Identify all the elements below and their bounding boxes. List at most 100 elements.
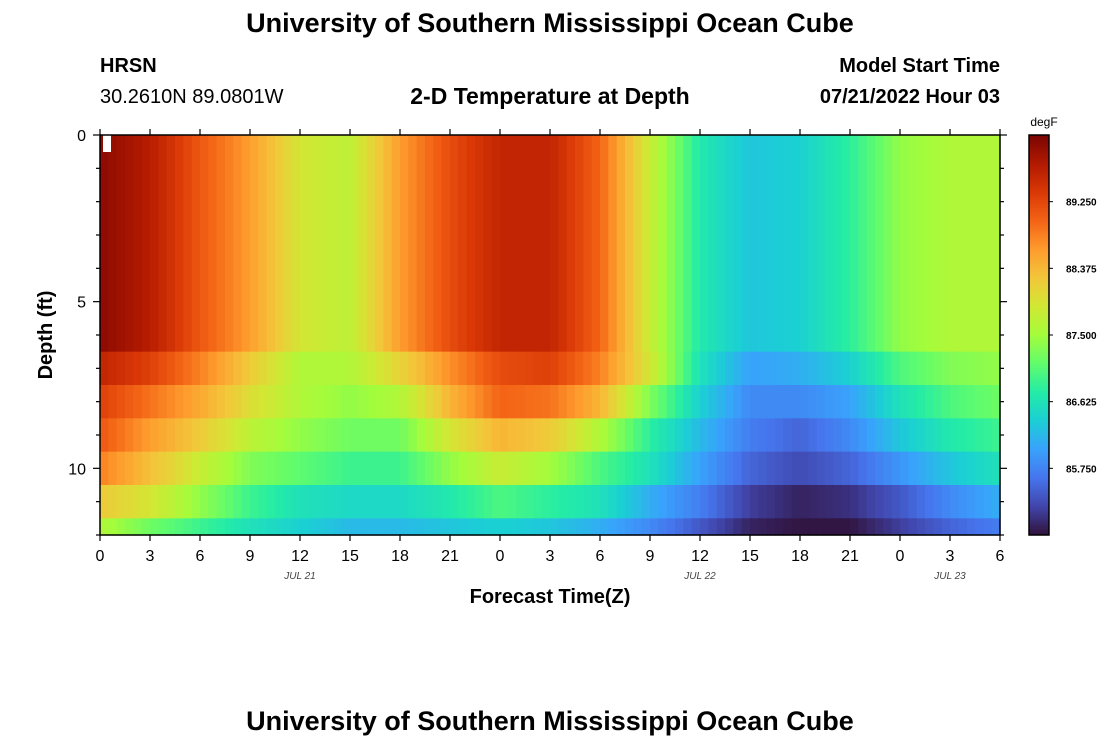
heatmap-cell <box>675 451 684 486</box>
heatmap-cell <box>516 485 526 519</box>
heatmap-cell <box>591 351 601 386</box>
x-tick-label: 21 <box>841 548 859 565</box>
heatmap-cell <box>400 418 409 453</box>
heatmap-cell <box>908 485 918 519</box>
heatmap-cell <box>883 135 893 353</box>
heatmap-cell <box>166 418 176 453</box>
heatmap-cell <box>141 485 151 519</box>
heatmap-cell <box>616 351 626 386</box>
heatmap-cell <box>508 385 518 419</box>
heatmap-cell <box>808 385 818 419</box>
heatmap-cell <box>875 518 884 536</box>
heatmap-cell <box>300 351 309 386</box>
heatmap-cell <box>633 518 643 536</box>
heatmap-cell <box>358 451 368 486</box>
heatmap-cell <box>691 385 701 419</box>
heatmap-cell <box>700 135 709 353</box>
heatmap-cell <box>700 385 709 419</box>
heatmap-cell <box>725 451 734 486</box>
heatmap-cell <box>325 451 334 486</box>
heatmap-cell <box>466 385 476 419</box>
heatmap-cell <box>416 351 426 386</box>
heatmap-cell <box>825 451 834 486</box>
heatmap-cell <box>408 385 418 419</box>
heatmap-cell <box>291 351 301 386</box>
heatmap-cell <box>458 418 468 453</box>
heatmap-cell <box>616 418 626 453</box>
heatmap-cell <box>783 485 793 519</box>
heatmap-cell <box>458 451 468 486</box>
colorbar-tick-label: 87.500 <box>1066 331 1097 342</box>
heatmap-cell <box>825 518 834 536</box>
heatmap-cell <box>825 385 834 419</box>
heatmap-cell <box>775 418 784 453</box>
heatmap-cell <box>575 351 584 386</box>
heatmap-cell <box>925 451 934 486</box>
heatmap-cell <box>700 451 709 486</box>
colorbar-tick-label: 85.750 <box>1066 464 1097 475</box>
heatmap-cell <box>966 518 976 536</box>
heatmap-cell <box>625 518 634 536</box>
heatmap-cell <box>383 518 393 536</box>
heatmap-cell <box>941 451 951 486</box>
x-tick-label: 21 <box>441 548 459 565</box>
heatmap-cell <box>241 385 251 419</box>
heatmap-cell <box>641 135 651 353</box>
heatmap-cell <box>208 385 218 419</box>
heatmap-cell <box>566 418 576 453</box>
heatmap-cell <box>466 418 476 453</box>
heatmap-cell <box>250 451 259 486</box>
heatmap-cell <box>583 518 593 536</box>
heatmap-cell <box>766 485 776 519</box>
heatmap-cell <box>150 418 159 453</box>
heatmap-cell <box>775 351 784 386</box>
heatmap-cell <box>550 485 559 519</box>
heatmap-cell <box>291 518 301 536</box>
heatmap-cell <box>466 451 476 486</box>
heatmap-cell <box>608 451 618 486</box>
heatmap-cell <box>483 351 493 386</box>
heatmap-cell <box>350 135 359 353</box>
heatmap-cell <box>183 351 193 386</box>
heatmap-cell <box>225 135 234 353</box>
heatmap-cell <box>733 351 743 386</box>
heatmap-cell <box>416 385 426 419</box>
heatmap-cell <box>191 351 201 386</box>
heatmap-cell <box>358 351 368 386</box>
heatmap-cell <box>391 518 401 536</box>
heatmap-cell <box>341 485 351 519</box>
heatmap-cell <box>800 351 809 386</box>
heatmap-cell <box>658 485 668 519</box>
heatmap-cell <box>433 451 443 486</box>
heatmap-cell <box>533 518 543 536</box>
heatmap-cell <box>583 351 593 386</box>
heatmap-cell <box>741 351 751 386</box>
heatmap-cell <box>400 518 409 536</box>
heatmap-cell <box>158 418 168 453</box>
heatmap-cell <box>200 418 209 453</box>
heatmap-cell <box>633 451 643 486</box>
heatmap-cell <box>750 351 759 386</box>
heatmap-cell <box>791 385 801 419</box>
heatmap-cell <box>675 418 684 453</box>
heatmap-cell <box>400 351 409 386</box>
heatmap-cell <box>250 351 259 386</box>
heatmap-cell <box>200 518 209 536</box>
heatmap-cell <box>641 385 651 419</box>
x-axis-label: Forecast Time(Z) <box>470 586 631 608</box>
heatmap-cell <box>825 485 834 519</box>
heatmap-cell <box>850 518 859 536</box>
heatmap-cell <box>200 135 209 353</box>
heatmap-cell <box>975 451 984 486</box>
heatmap-cell <box>883 485 893 519</box>
heatmap-cell <box>358 485 368 519</box>
x-tick-label: 3 <box>546 548 555 565</box>
heatmap-cell <box>900 385 909 419</box>
heatmap-cell <box>450 135 459 353</box>
heatmap-cell <box>283 385 293 419</box>
heatmap-cell <box>125 418 134 453</box>
heatmap-cell <box>975 135 984 353</box>
heatmap-cell <box>141 518 151 536</box>
heatmap-cell <box>850 451 859 486</box>
heatmap-cell <box>508 518 518 536</box>
